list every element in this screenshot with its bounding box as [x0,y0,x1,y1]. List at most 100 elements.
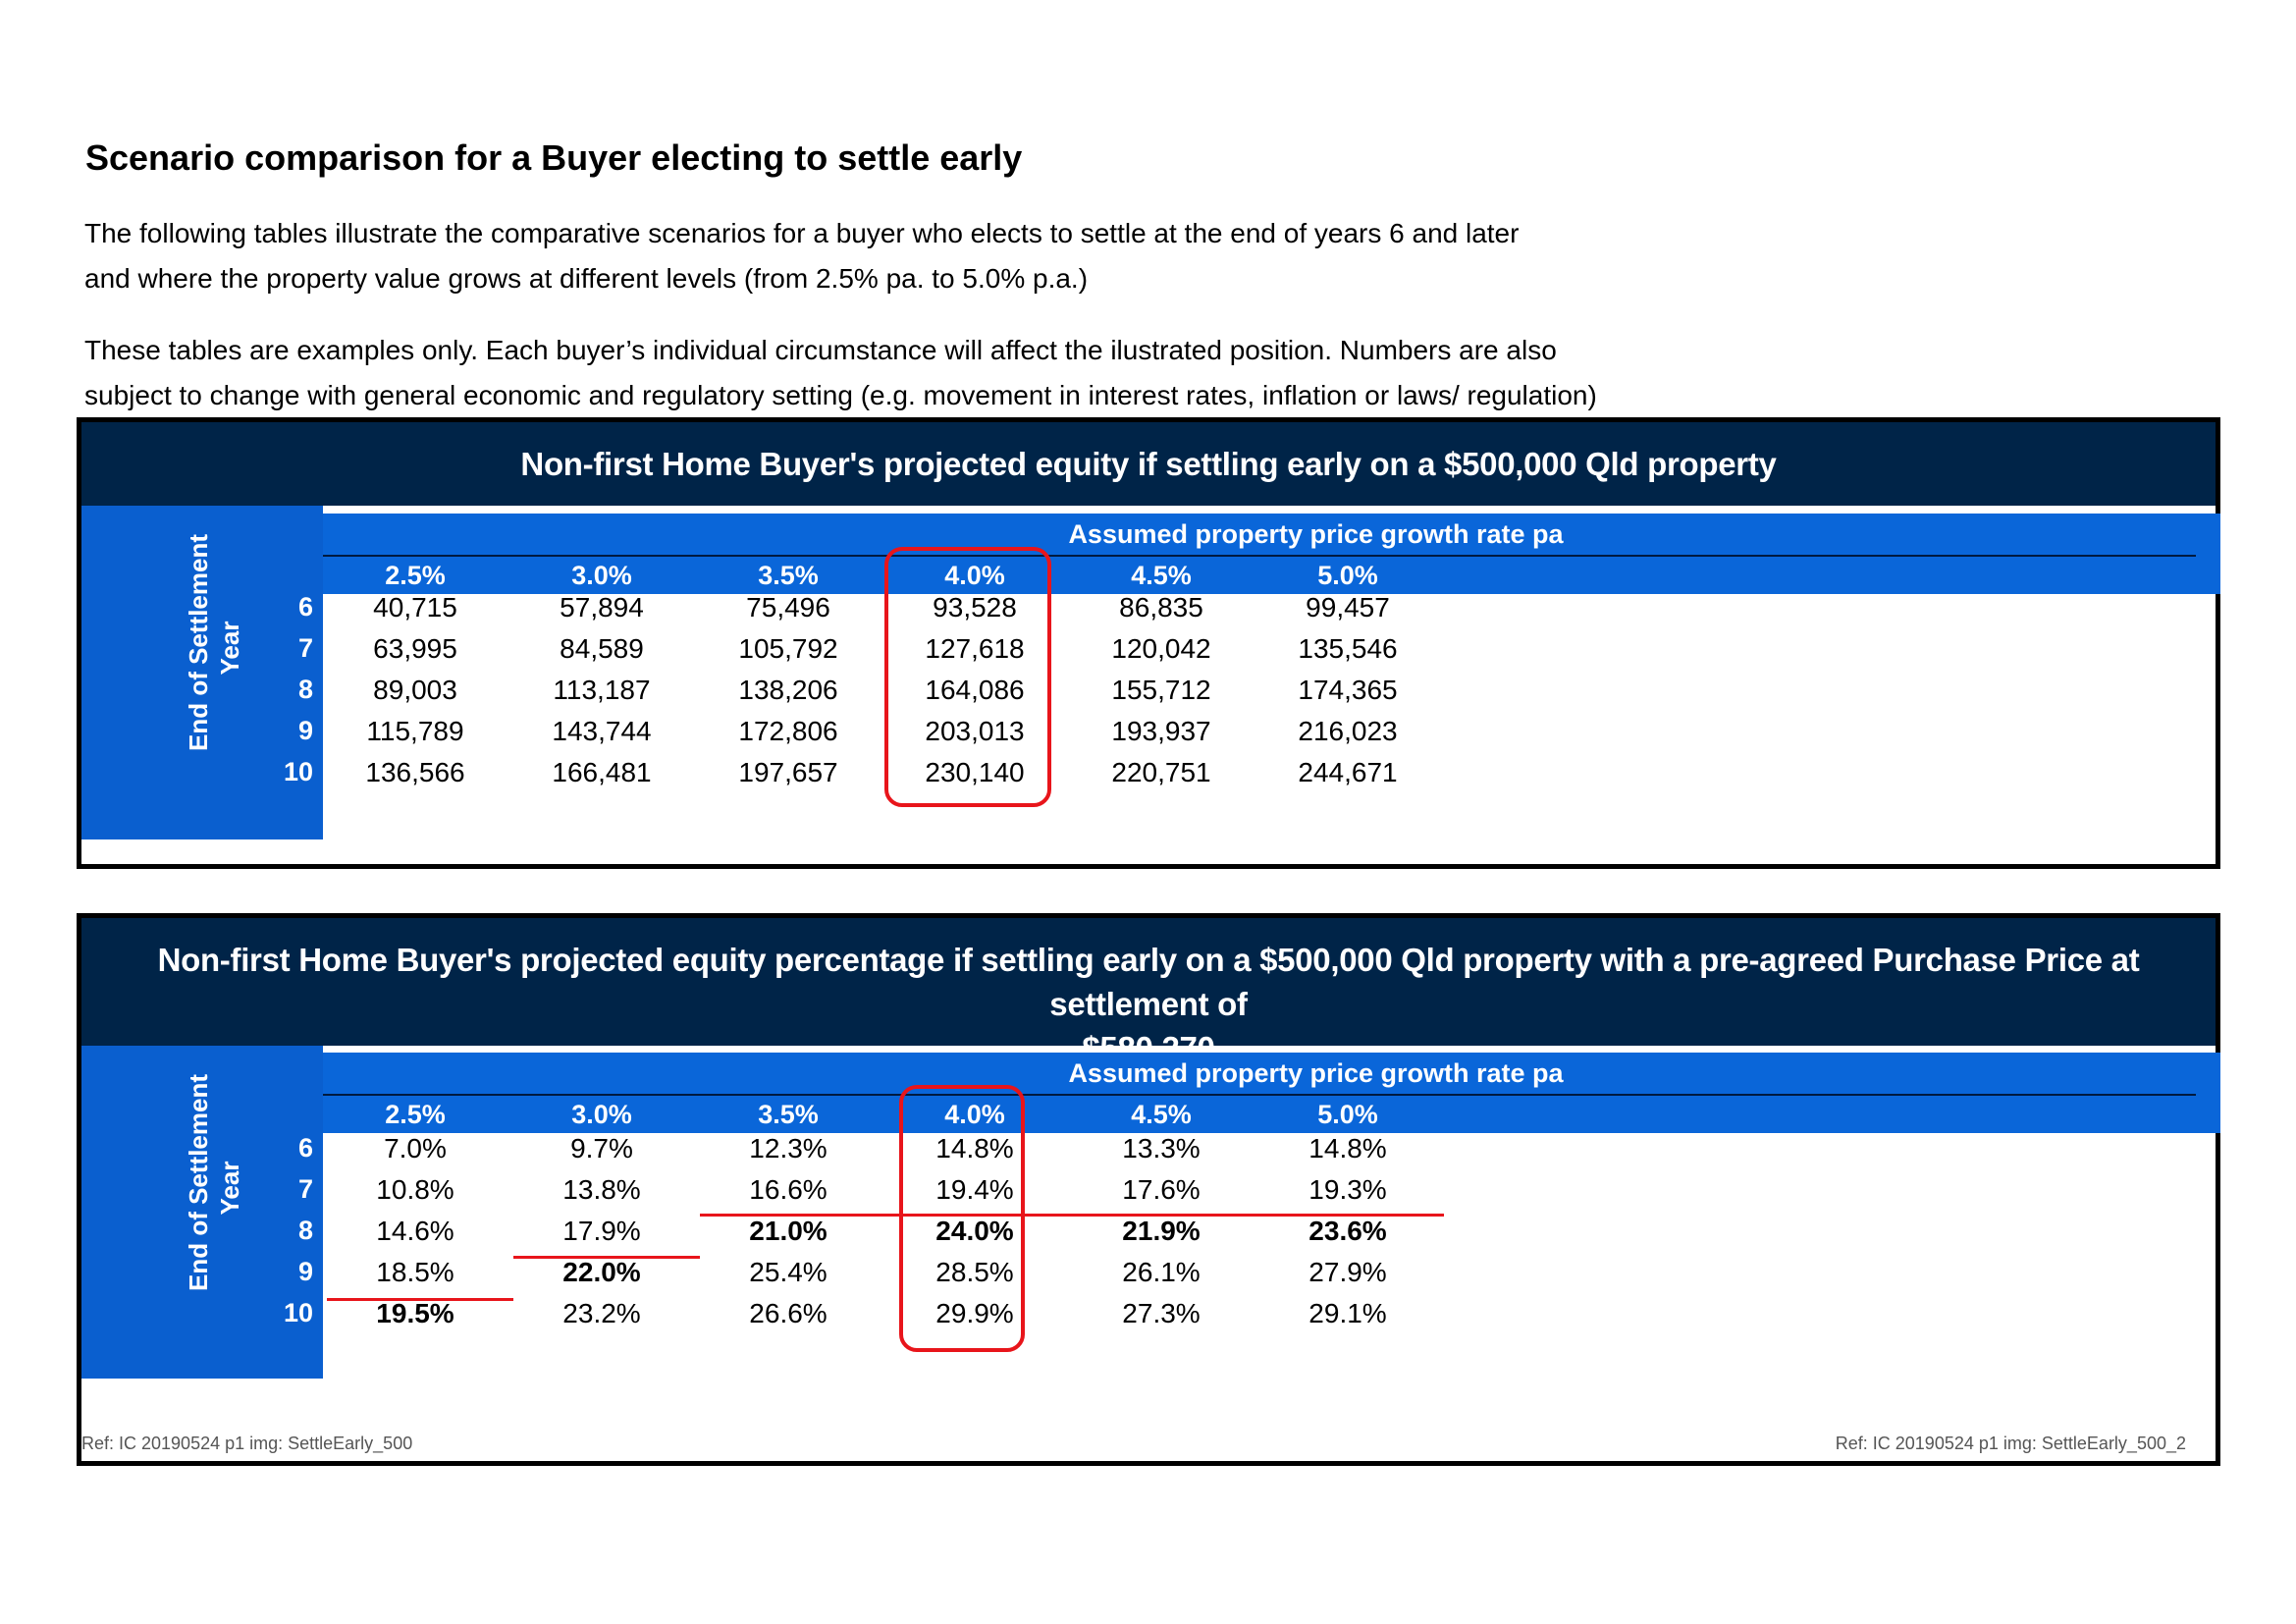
table-cell: 84,589 [560,633,644,664]
band-divider [323,555,2196,557]
table-cell: 28.5% [935,1257,1014,1287]
side-label: End of Settlement Year [183,533,245,751]
table-cell: 136,566 [365,757,465,787]
column-header: 5.0% [1317,1100,1378,1129]
row-year: 9 [297,1257,313,1286]
table-cell: 13.3% [1122,1133,1201,1164]
band-title: Assumed property price growth rate pa [1068,519,1564,549]
table-cell: 27.9% [1308,1257,1387,1287]
table-cell: 99,457 [1306,592,1390,623]
column-header: 2.5% [385,1100,446,1129]
table-cell: 17.9% [562,1216,641,1246]
table-cell: 21.0% [749,1216,828,1246]
ref-left: Ref: IC 20190524 p1 img: SettleEarly_500 [81,1434,413,1453]
page-heading: Scenario comparison for a Buyer electing… [85,137,1023,178]
table-cell: 220,751 [1111,757,1211,787]
table-cell: 135,546 [1298,633,1398,664]
table-cell: 18.5% [376,1257,454,1287]
column-header: 3.0% [571,1100,632,1129]
row-year: 10 [283,757,313,786]
table-cell: 174,365 [1298,675,1398,705]
table-cell: 115,789 [366,716,464,746]
table-cell: 63,995 [373,633,457,664]
table-cell: 12.3% [749,1133,828,1164]
table-cell: 14.8% [935,1133,1014,1164]
threshold-line-row9 [327,1298,513,1301]
table-cell: 89,003 [373,675,457,705]
table-cell: 86,835 [1119,592,1203,623]
table-cell: 120,042 [1111,633,1211,664]
row-year: 6 [297,1133,313,1163]
table-cell: 26.1% [1122,1257,1201,1287]
row-year: 9 [297,716,313,745]
table-cell: 143,744 [552,716,652,746]
column-header: 3.5% [758,561,819,590]
table-cell: 14.6% [376,1216,454,1246]
table-cell: 29.9% [935,1298,1014,1328]
table-cell: 24.0% [935,1216,1014,1246]
row-year: 8 [297,675,313,704]
table-cell: 27.3% [1122,1298,1201,1328]
table-cell: 75,496 [746,592,830,623]
growth-rate-band: Assumed property price growth rate pa 2.… [323,514,2220,594]
table-cell: 9.7% [570,1133,633,1164]
equity-table-title: Non-first Home Buyer's projected equity … [81,422,2216,506]
equity-table: Non-first Home Buyer's projected equity … [77,417,2220,869]
table-cell: 113,187 [553,675,651,705]
side-panel: End of Settlement Year [81,1046,323,1379]
side-label-line-2: Year [215,1161,244,1216]
table-cell: 155,712 [1111,675,1211,705]
side-label-line-1: End of Settlement [184,1073,213,1291]
column-header: 3.5% [758,1100,819,1129]
table-cell: 23.2% [562,1298,641,1328]
growth-rate-band: Assumed property price growth rate pa 2.… [323,1053,2220,1133]
row-year: 7 [297,1174,313,1204]
table-cell: 21.9% [1122,1216,1201,1246]
table-cell: 57,894 [560,592,644,623]
table-cell: 164,086 [925,675,1025,705]
band-title: Assumed property price growth rate pa [1068,1058,1564,1088]
table-cell: 29.1% [1308,1298,1387,1328]
table-cell: 22.0% [562,1257,641,1287]
table-cell: 14.8% [1308,1133,1387,1164]
row-year: 6 [297,592,313,622]
side-panel: End of Settlement Year [81,506,323,839]
table-cell: 19.5% [376,1298,454,1328]
table-cell: 93,528 [933,592,1017,623]
band-divider [323,1094,2196,1096]
table-cell: 19.4% [935,1174,1014,1205]
table-cell: 19.3% [1308,1174,1387,1205]
table-cell: 40,715 [373,592,457,623]
table-cell: 7.0% [384,1133,447,1164]
intro-line-2: and where the property value grows at di… [84,263,1089,294]
table-cell: 105,792 [738,633,838,664]
column-header: 3.0% [571,561,632,590]
table-cell: 17.6% [1122,1174,1201,1205]
table-cell: 138,206 [738,675,838,705]
table-cell: 230,140 [925,757,1025,787]
table-cell: 13.8% [562,1174,641,1205]
equity-percentage-table: Non-first Home Buyer's projected equity … [77,913,2220,1466]
threshold-line-row7 [700,1214,1444,1217]
table-cell: 197,657 [738,757,838,787]
threshold-line-row8 [513,1256,700,1259]
title-line-1: Non-first Home Buyer's projected equity … [157,942,2140,1022]
disclaimer-line-1: These tables are examples only. Each buy… [84,335,1557,365]
column-header: 4.5% [1131,1100,1192,1129]
row-year: 8 [297,1216,313,1245]
table-cell: 244,671 [1298,757,1398,787]
table-cell: 127,618 [925,633,1025,664]
column-header: 4.0% [944,561,1005,590]
column-header: 5.0% [1317,561,1378,590]
column-header: 2.5% [385,561,446,590]
row-year: 7 [297,633,313,663]
equity-percentage-table-title: Non-first Home Buyer's projected equity … [81,918,2216,1066]
disclaimer-line-2: subject to change with general economic … [84,380,1597,410]
ref-right: Ref: IC 20190524 p1 img: SettleEarly_500… [1835,1434,2186,1453]
column-header: 4.5% [1131,561,1192,590]
table-cell: 23.6% [1308,1216,1387,1246]
table-cell: 172,806 [738,716,838,746]
highlight-column-box [899,1085,1025,1352]
side-label-line-1: End of Settlement [184,533,213,751]
side-label: End of Settlement Year [183,1073,245,1291]
